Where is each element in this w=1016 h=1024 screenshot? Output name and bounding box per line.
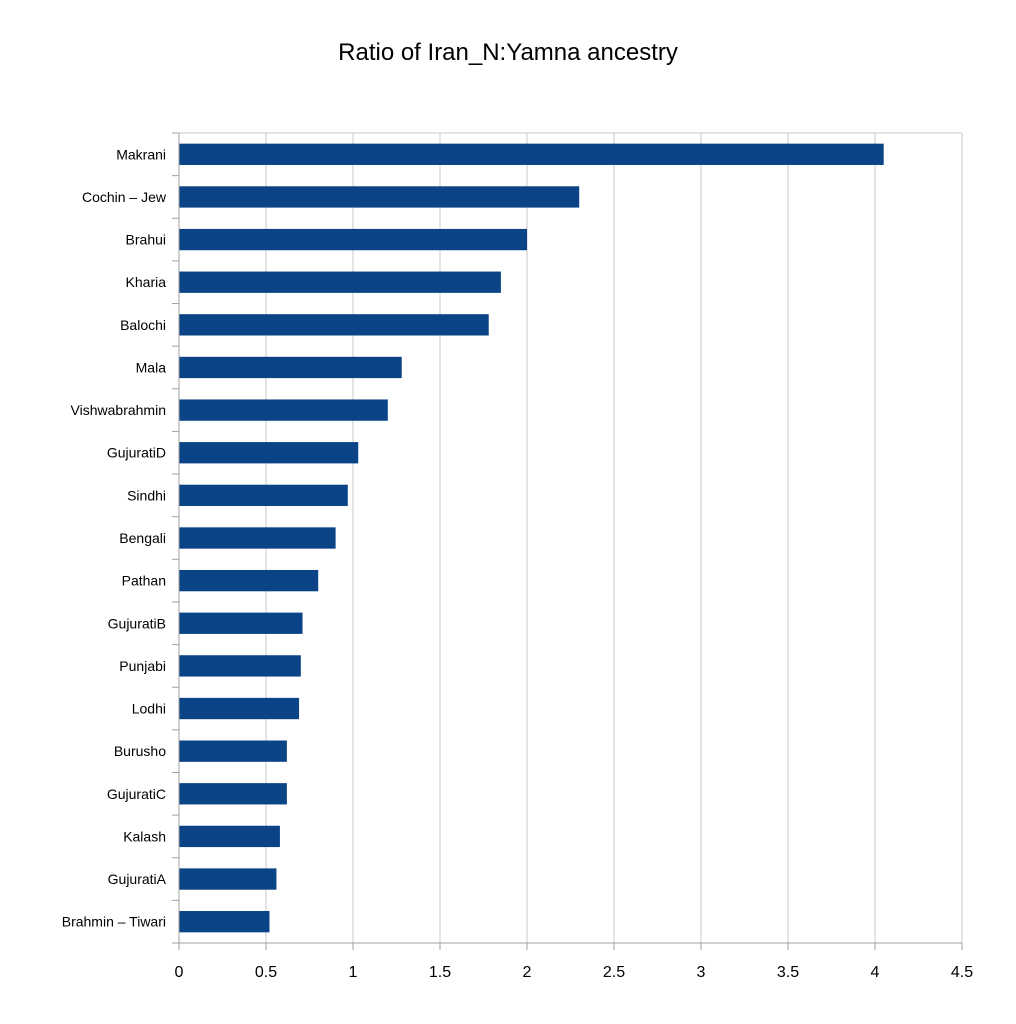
- category-label: GujuratiD: [107, 445, 166, 461]
- category-label: Vishwabrahmin: [71, 402, 166, 418]
- category-label: Burusho: [114, 743, 166, 759]
- x-tick-label: 3: [697, 964, 706, 981]
- x-tick-label: 0.5: [255, 964, 277, 981]
- category-labels: Makrani Cochin – Jew Brahui Kharia Balochi Ma…: [62, 146, 167, 929]
- bar: [179, 868, 277, 890]
- x-tick-label: 4.5: [951, 964, 973, 981]
- category-label: Lodhi: [132, 701, 166, 717]
- category-label: Punjabi: [119, 658, 166, 674]
- bar: [179, 271, 501, 293]
- chart-title: Ratio of Iran_N:Yamna ancestry: [338, 39, 678, 66]
- bar: [179, 740, 287, 762]
- category-label: Kalash: [123, 828, 166, 844]
- grid-lines: [179, 132, 963, 943]
- category-label: Pathan: [122, 573, 166, 589]
- bar: [179, 228, 527, 251]
- bar: [179, 143, 884, 165]
- bar: [179, 911, 270, 933]
- category-label: Sindhi: [127, 487, 166, 503]
- bar: [179, 442, 359, 464]
- bar: [179, 399, 388, 421]
- x-tick-label: 1: [349, 964, 358, 981]
- category-label: Mala: [136, 359, 167, 375]
- bar: [179, 484, 348, 507]
- category-label: Brahui: [126, 232, 166, 248]
- x-tick-labels: 0 0.5 1 1.5 2 2.5 3 3.5 4 4.5: [175, 964, 974, 981]
- bar: [179, 186, 580, 208]
- category-label: GujuratiA: [108, 871, 167, 887]
- category-label: Kharia: [126, 274, 167, 290]
- bar: [179, 825, 280, 848]
- category-label: GujuratiB: [108, 615, 166, 631]
- category-label: Bengali: [119, 530, 166, 546]
- bar: [179, 655, 301, 677]
- bar: [179, 569, 319, 592]
- category-label: Balochi: [120, 317, 166, 333]
- bar: [179, 356, 402, 379]
- bar: [179, 783, 287, 805]
- bar: [179, 527, 336, 549]
- x-tick-label: 4: [871, 964, 880, 981]
- category-label: Brahmin – Tiwari: [62, 914, 166, 930]
- x-tick-label: 2: [523, 964, 532, 981]
- x-tick-label: 0: [175, 964, 184, 981]
- bar: [179, 697, 300, 720]
- bar: [179, 314, 489, 336]
- x-tick-label: 2.5: [603, 964, 625, 981]
- category-label: GujuratiC: [107, 786, 166, 802]
- bar: [179, 612, 303, 634]
- category-label: Makrani: [116, 146, 166, 162]
- bars: [179, 143, 884, 933]
- x-tick-label: 3.5: [777, 964, 799, 981]
- category-label: Cochin – Jew: [82, 189, 167, 205]
- x-tick-label: 1.5: [429, 964, 451, 981]
- axes: [172, 132, 963, 950]
